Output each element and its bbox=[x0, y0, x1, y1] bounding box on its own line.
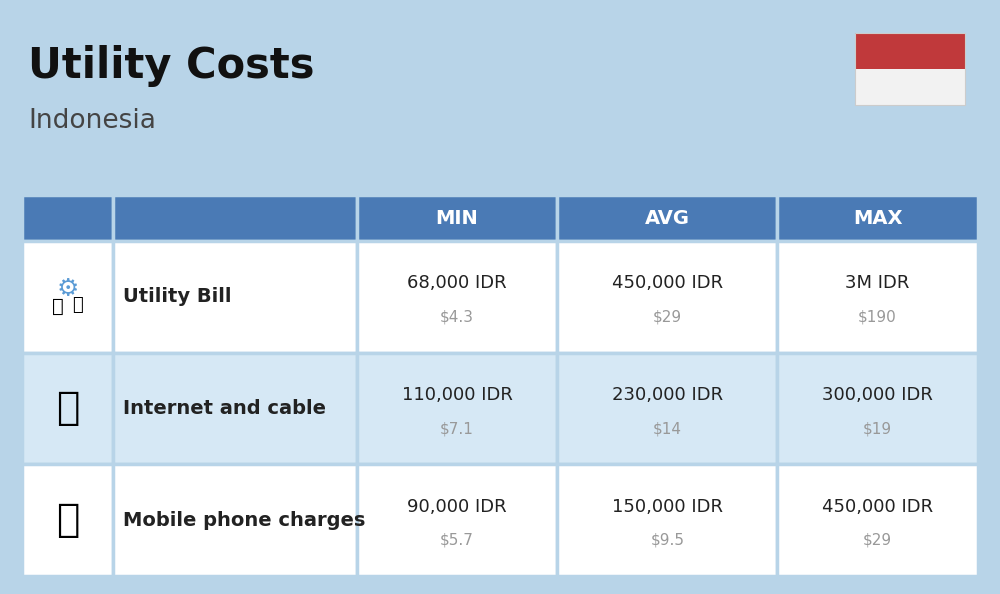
Text: AVG: AVG bbox=[645, 208, 690, 228]
Text: $9.5: $9.5 bbox=[650, 533, 684, 548]
Text: MIN: MIN bbox=[436, 208, 478, 228]
Bar bbox=[357, 465, 557, 576]
Text: 230,000 IDR: 230,000 IDR bbox=[612, 386, 723, 404]
Bar bbox=[113, 353, 357, 465]
Bar bbox=[22, 465, 113, 576]
Bar bbox=[357, 241, 557, 353]
Text: MAX: MAX bbox=[853, 208, 902, 228]
Text: 450,000 IDR: 450,000 IDR bbox=[612, 274, 723, 292]
Bar bbox=[557, 353, 777, 465]
Text: 💧: 💧 bbox=[72, 296, 83, 314]
Text: $29: $29 bbox=[863, 533, 892, 548]
Text: 90,000 IDR: 90,000 IDR bbox=[407, 498, 507, 516]
Bar bbox=[855, 33, 965, 105]
Text: 150,000 IDR: 150,000 IDR bbox=[612, 498, 723, 516]
Bar bbox=[357, 195, 557, 241]
Text: $14: $14 bbox=[653, 421, 682, 436]
Bar bbox=[22, 353, 113, 465]
Text: 68,000 IDR: 68,000 IDR bbox=[407, 274, 507, 292]
Text: 450,000 IDR: 450,000 IDR bbox=[822, 498, 933, 516]
Bar bbox=[357, 353, 557, 465]
Text: Utility Bill: Utility Bill bbox=[123, 287, 231, 307]
Text: $190: $190 bbox=[858, 309, 897, 324]
Text: 📱: 📱 bbox=[56, 501, 79, 539]
Text: Indonesia: Indonesia bbox=[28, 108, 156, 134]
Bar bbox=[557, 241, 777, 353]
Bar bbox=[113, 241, 357, 353]
Text: $4.3: $4.3 bbox=[440, 309, 474, 324]
Text: Utility Costs: Utility Costs bbox=[28, 45, 314, 87]
Text: $29: $29 bbox=[653, 309, 682, 324]
Text: 📡: 📡 bbox=[56, 390, 79, 428]
Text: ⚙: ⚙ bbox=[56, 277, 79, 301]
Bar bbox=[22, 195, 113, 241]
Text: $7.1: $7.1 bbox=[440, 421, 474, 436]
Text: 🔌: 🔌 bbox=[52, 298, 63, 317]
Bar bbox=[777, 465, 978, 576]
Bar bbox=[855, 33, 965, 105]
Bar bbox=[855, 33, 965, 69]
Bar bbox=[113, 465, 357, 576]
Bar bbox=[777, 241, 978, 353]
Bar bbox=[777, 353, 978, 465]
Text: 300,000 IDR: 300,000 IDR bbox=[822, 386, 933, 404]
Bar bbox=[113, 195, 357, 241]
Text: Internet and cable: Internet and cable bbox=[123, 399, 326, 418]
Text: 110,000 IDR: 110,000 IDR bbox=[402, 386, 512, 404]
Bar bbox=[777, 195, 978, 241]
Text: $5.7: $5.7 bbox=[440, 533, 474, 548]
Bar bbox=[557, 465, 777, 576]
Text: Mobile phone charges: Mobile phone charges bbox=[123, 511, 365, 530]
Bar bbox=[22, 241, 113, 353]
Bar bbox=[557, 195, 777, 241]
Text: $19: $19 bbox=[863, 421, 892, 436]
Text: 3M IDR: 3M IDR bbox=[845, 274, 910, 292]
